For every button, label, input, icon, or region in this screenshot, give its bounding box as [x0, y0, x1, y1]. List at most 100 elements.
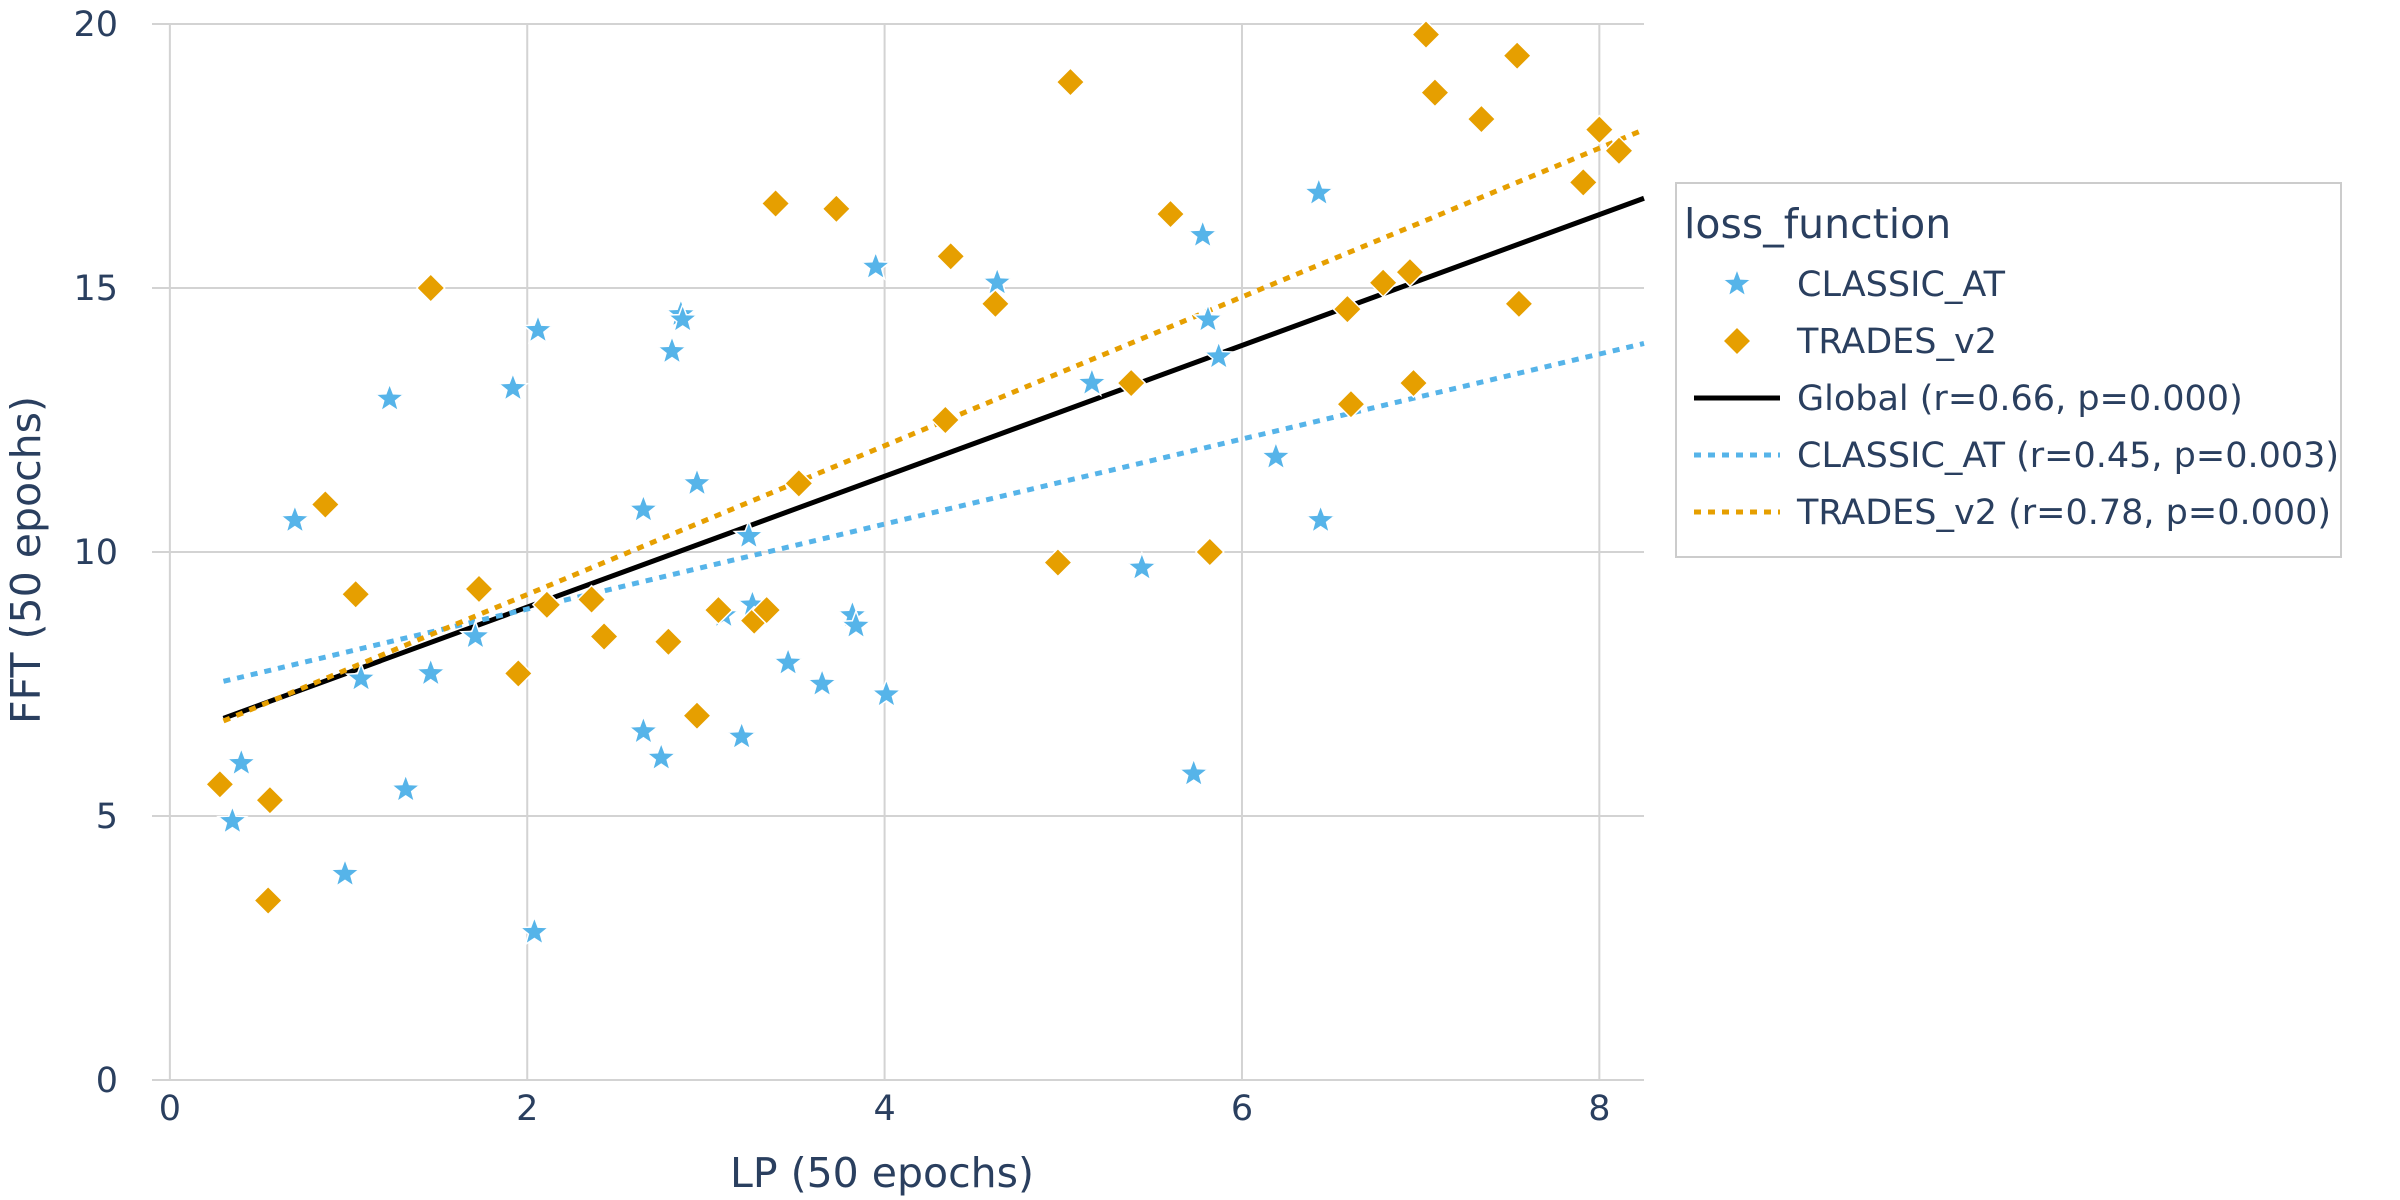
star-marker: [805, 666, 839, 698]
star-marker: [1075, 365, 1109, 397]
diamond-marker: [980, 288, 1011, 319]
legend-item-label: TRADES_v2 (r=0.78, p=0.000): [1796, 493, 2331, 533]
star-marker: [459, 619, 492, 651]
grid: [152, 23, 1644, 1081]
legend-item-label: Global (r=0.66, p=0.000): [1797, 379, 2243, 419]
diamond-marker: [503, 658, 534, 689]
diamond-marker: [204, 769, 235, 800]
star-marker: [644, 740, 678, 772]
star-marker: [328, 856, 362, 888]
star-marker: [1259, 439, 1293, 471]
y-tick-label: 15: [73, 269, 118, 309]
diamond-marker: [1055, 67, 1086, 98]
legend-item-label: CLASSIC_AT: [1797, 265, 2006, 305]
legend-item-label: CLASSIC_AT (r=0.45, p=0.003): [1797, 436, 2339, 476]
legend-swatch: [1721, 325, 1753, 357]
diamond-marker: [531, 589, 562, 620]
diamond-marker: [1335, 389, 1367, 420]
star-marker: [373, 381, 406, 413]
diamond-marker: [1568, 167, 1599, 198]
diamond-marker: [935, 241, 966, 272]
data-markers: [204, 19, 1635, 947]
diamond-marker: [821, 193, 852, 224]
diamond-marker: [681, 700, 713, 731]
star-marker: [225, 746, 258, 778]
star-marker: [1191, 302, 1225, 334]
diamond-marker: [1502, 40, 1533, 71]
star-marker: [344, 661, 378, 693]
star-marker: [496, 371, 530, 403]
diamond-marker: [1466, 103, 1497, 135]
diamond-marker: [340, 579, 371, 610]
star-marker: [859, 249, 892, 281]
star-marker: [725, 719, 758, 751]
diamond-marker: [1042, 547, 1073, 578]
diamond-marker: [1194, 536, 1225, 568]
star-marker: [1202, 339, 1236, 371]
legend-items: CLASSIC_AT TRADES_v2 Global (r=0.66, p=0.0…: [1694, 265, 2339, 533]
diamond-marker: [760, 188, 791, 219]
x-tick-label: 2: [516, 1089, 538, 1129]
y-tick-label: 10: [73, 533, 118, 573]
trendline: [222, 341, 1645, 684]
diamond-marker: [576, 584, 607, 615]
x-tick-label: 8: [1588, 1089, 1610, 1129]
star-marker: [627, 492, 660, 524]
x-tick-label: 0: [159, 1089, 181, 1129]
diamond-marker: [589, 621, 620, 652]
y-tick-label: 5: [96, 797, 118, 837]
legend-swatch: [1720, 266, 1754, 298]
star-marker: [518, 915, 551, 947]
diamond-marker: [415, 272, 446, 304]
star-marker: [655, 334, 689, 366]
star-marker: [1186, 218, 1219, 250]
diamond-marker: [783, 468, 814, 499]
diamond-marker: [1155, 199, 1186, 230]
star-marker: [1302, 175, 1336, 207]
trendlines: [222, 127, 1645, 724]
diamond-marker: [1419, 77, 1451, 108]
diamond-marker: [254, 785, 285, 816]
star-marker: [1177, 756, 1211, 788]
star-marker: [1125, 550, 1159, 582]
x-axis-label: LP (50 epochs): [730, 1149, 1034, 1197]
star-marker: [839, 608, 873, 640]
trendline: [222, 127, 1645, 724]
x-tick-label: 6: [1231, 1089, 1253, 1129]
legend-item-label: TRADES_v2: [1796, 322, 1997, 362]
y-tick-label: 0: [96, 1061, 118, 1101]
y-tick-label: 20: [73, 5, 118, 45]
star-marker: [771, 645, 805, 677]
diamond-marker: [653, 626, 684, 657]
diamond-marker: [253, 885, 284, 916]
diamond-marker: [1603, 135, 1635, 166]
trendline: [222, 195, 1645, 721]
x-axis-ticks: 0 2 4 6 8: [159, 1089, 1611, 1129]
star-marker: [980, 265, 1014, 297]
diamond-marker: [703, 595, 734, 626]
star-marker: [732, 519, 766, 551]
star-marker: [680, 466, 714, 498]
diamond-marker: [1584, 114, 1615, 145]
star-marker: [627, 714, 660, 746]
diamond-marker: [1116, 367, 1147, 399]
diamond-marker: [1503, 288, 1534, 319]
legend-title: loss_function: [1684, 200, 1951, 248]
star-marker: [216, 804, 249, 836]
diamond-marker: [751, 595, 782, 626]
y-axis-ticks: 0 5 10 15 20: [73, 5, 118, 1101]
legend-box: [1675, 182, 2342, 558]
diamond-marker: [463, 573, 495, 605]
diamond-marker: [1332, 294, 1363, 325]
diamond-marker: [1394, 257, 1425, 288]
star-marker: [1304, 503, 1337, 535]
x-tick-label: 4: [873, 1089, 895, 1129]
star-marker: [389, 772, 423, 804]
star-marker: [870, 677, 903, 709]
diamond-marker: [930, 404, 961, 436]
star-marker: [521, 313, 555, 345]
diamond-marker: [1398, 367, 1429, 399]
star-marker: [414, 656, 448, 688]
star-marker: [666, 302, 700, 334]
